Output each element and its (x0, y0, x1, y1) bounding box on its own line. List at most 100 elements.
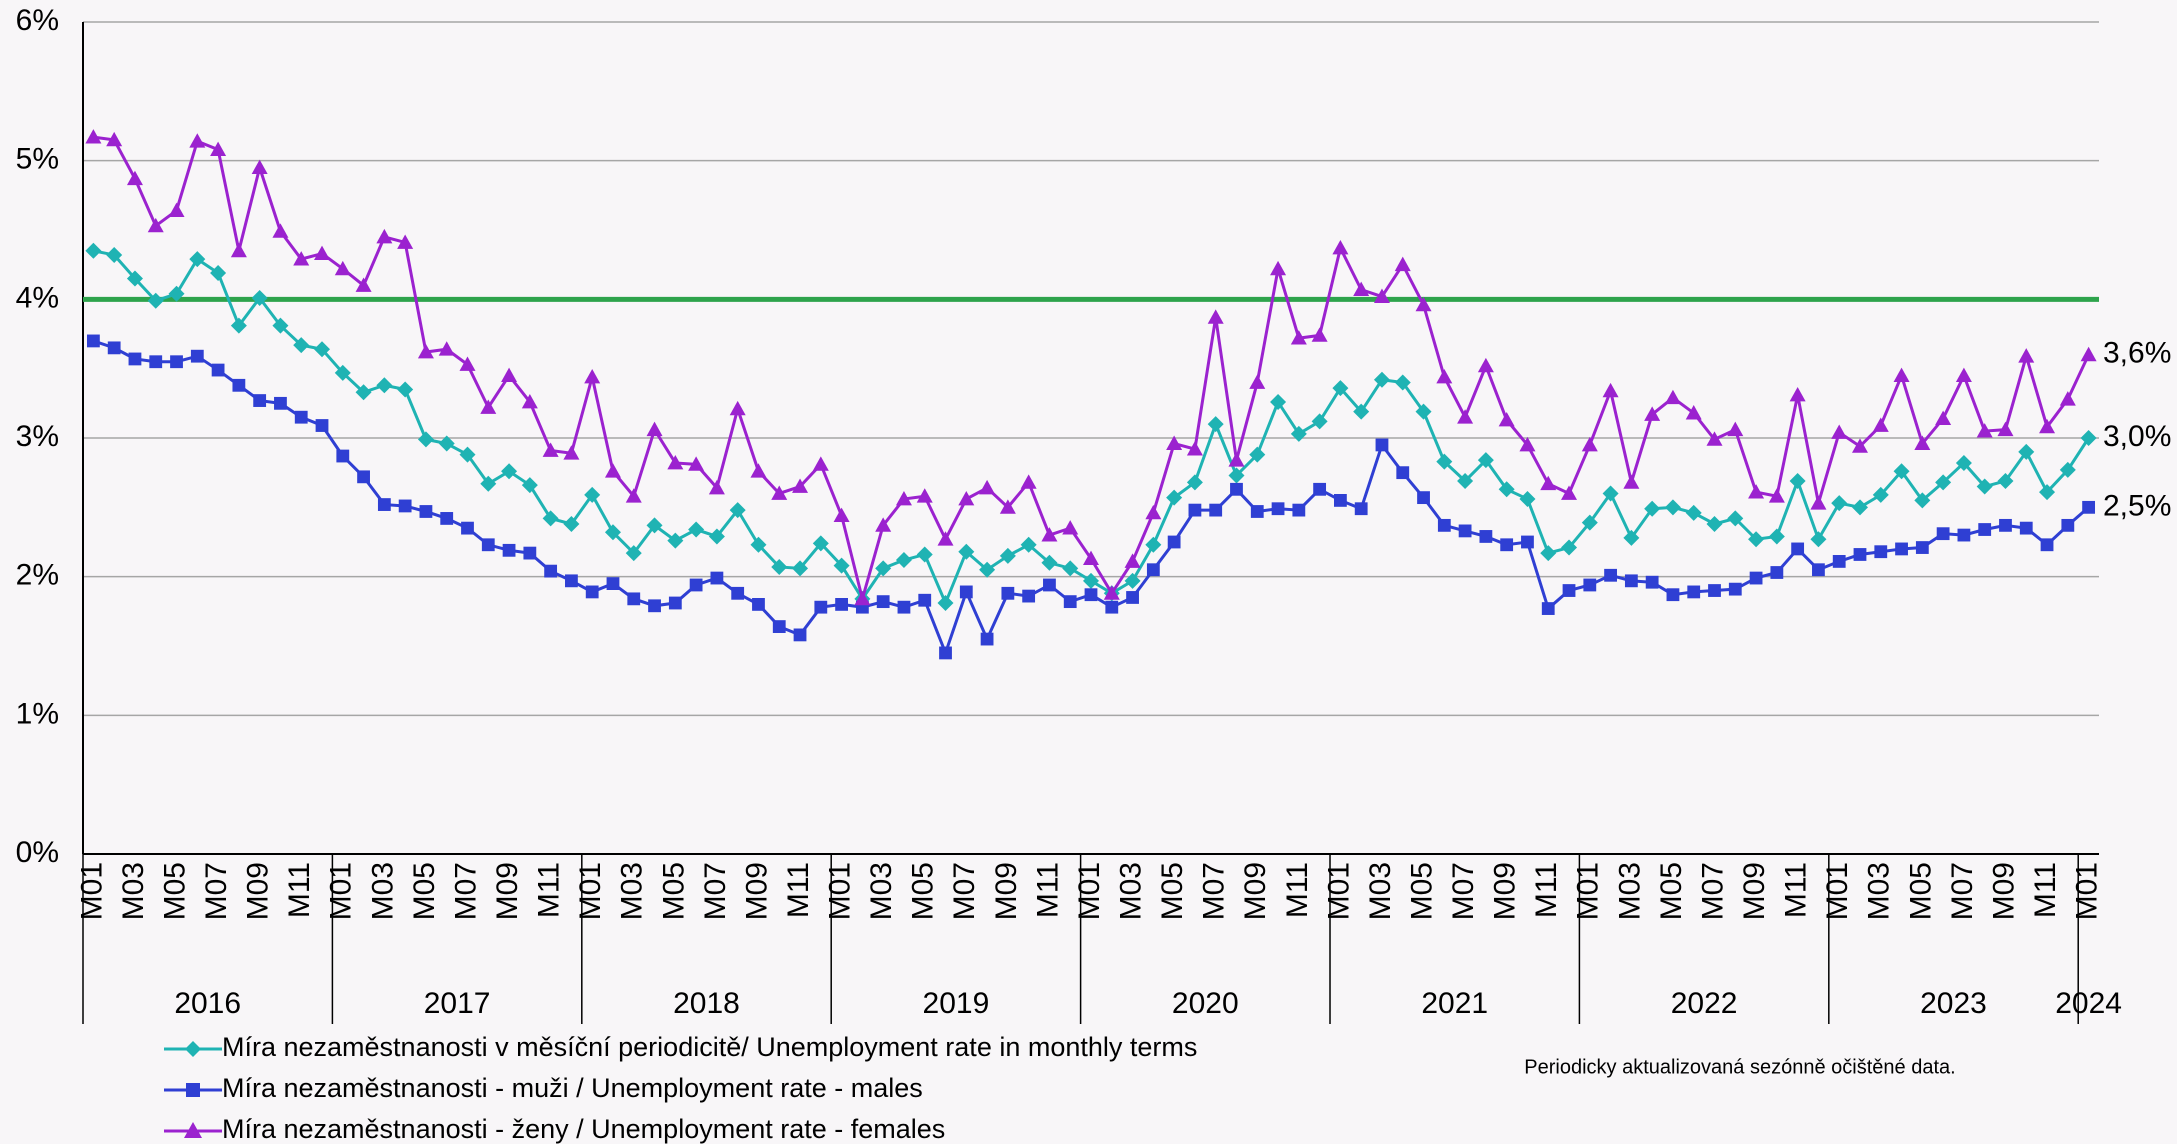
point (604, 463, 621, 478)
point (1458, 524, 1472, 538)
point (2039, 418, 2056, 434)
point (1914, 492, 1931, 509)
x-tick-label: M11 (2029, 862, 2062, 918)
point (1770, 566, 1784, 579)
point (1768, 488, 1785, 503)
point (1249, 446, 1266, 463)
point (1124, 572, 1141, 589)
point (1105, 600, 1119, 614)
point (1644, 500, 1661, 517)
point (106, 246, 123, 263)
point (1041, 554, 1058, 571)
point (1519, 436, 1536, 452)
year-label: 2017 (424, 987, 491, 1020)
point (1477, 452, 1494, 469)
end-label: 3,0% (2103, 420, 2171, 453)
point (1375, 438, 1389, 452)
point (355, 384, 372, 401)
point (315, 419, 329, 432)
point (1146, 563, 1160, 577)
point (1957, 528, 1971, 542)
point (1749, 571, 1763, 585)
x-tick-label: M03 (117, 862, 150, 920)
point (168, 202, 185, 217)
point (1832, 555, 1846, 568)
point (251, 289, 268, 306)
point (1436, 453, 1453, 470)
point (1332, 240, 1349, 255)
point (1145, 536, 1162, 553)
point (1167, 535, 1181, 549)
point (1789, 472, 1806, 489)
point (1810, 495, 1827, 510)
point (253, 394, 267, 407)
point (1521, 535, 1534, 549)
point (168, 285, 185, 302)
point (501, 463, 518, 480)
point (1436, 368, 1453, 384)
x-tick-label: M01 (325, 862, 358, 920)
point (1851, 499, 1868, 516)
point (1332, 380, 1349, 397)
point (1812, 563, 1825, 577)
point (1479, 530, 1493, 543)
x-tick-label: M07 (1696, 862, 1729, 920)
point (563, 515, 580, 532)
point (959, 585, 973, 599)
point (126, 270, 143, 287)
point (314, 245, 331, 260)
point (1166, 435, 1183, 450)
x-tick-label: M11 (782, 862, 815, 918)
point (149, 355, 163, 369)
point (1145, 504, 1162, 520)
point (1893, 463, 1910, 480)
x-tick-label: M03 (1364, 862, 1397, 920)
point (1978, 523, 1992, 536)
point (376, 228, 393, 244)
point (958, 543, 975, 560)
x-tick-label: M03 (1863, 862, 1896, 920)
x-tick-label: M07 (449, 862, 482, 920)
point (710, 571, 724, 585)
x-tick-label: M01 (75, 862, 108, 920)
point (1186, 441, 1203, 456)
point (376, 377, 393, 394)
point (937, 595, 954, 612)
point (2080, 430, 2097, 446)
point (480, 399, 497, 414)
x-tick-label: M05 (1156, 862, 1189, 920)
point (1311, 327, 1328, 342)
point (211, 363, 225, 377)
point (1997, 421, 2014, 437)
point (1103, 585, 1120, 600)
y-tick-label: 2% (16, 559, 59, 592)
x-tick-label: M01 (1821, 862, 1854, 920)
point (1623, 529, 1640, 546)
point (814, 600, 828, 614)
x-tick-label: M05 (408, 862, 441, 920)
y-tick-label: 4% (16, 281, 59, 314)
point (1581, 436, 1598, 452)
point (604, 524, 621, 541)
x-tick-label: M01 (574, 862, 607, 920)
point (729, 502, 746, 519)
point (1540, 545, 1557, 562)
point (1457, 409, 1474, 424)
point (792, 478, 809, 493)
x-tick-label: M11 (1031, 862, 1064, 918)
point (438, 435, 455, 452)
year-label: 2022 (1671, 987, 1738, 1020)
x-tick-label: M07 (948, 862, 981, 920)
point (417, 344, 434, 359)
point (2082, 500, 2096, 514)
legend-marker (184, 1122, 202, 1138)
legend-text: Míra nezaměstnanosti - ženy / Unemployme… (222, 1114, 945, 1144)
point (2061, 518, 2075, 532)
point (979, 561, 996, 578)
point (355, 277, 372, 292)
point (1373, 288, 1390, 303)
point (501, 367, 518, 382)
point (232, 378, 246, 392)
point (521, 477, 538, 494)
point (895, 491, 912, 506)
